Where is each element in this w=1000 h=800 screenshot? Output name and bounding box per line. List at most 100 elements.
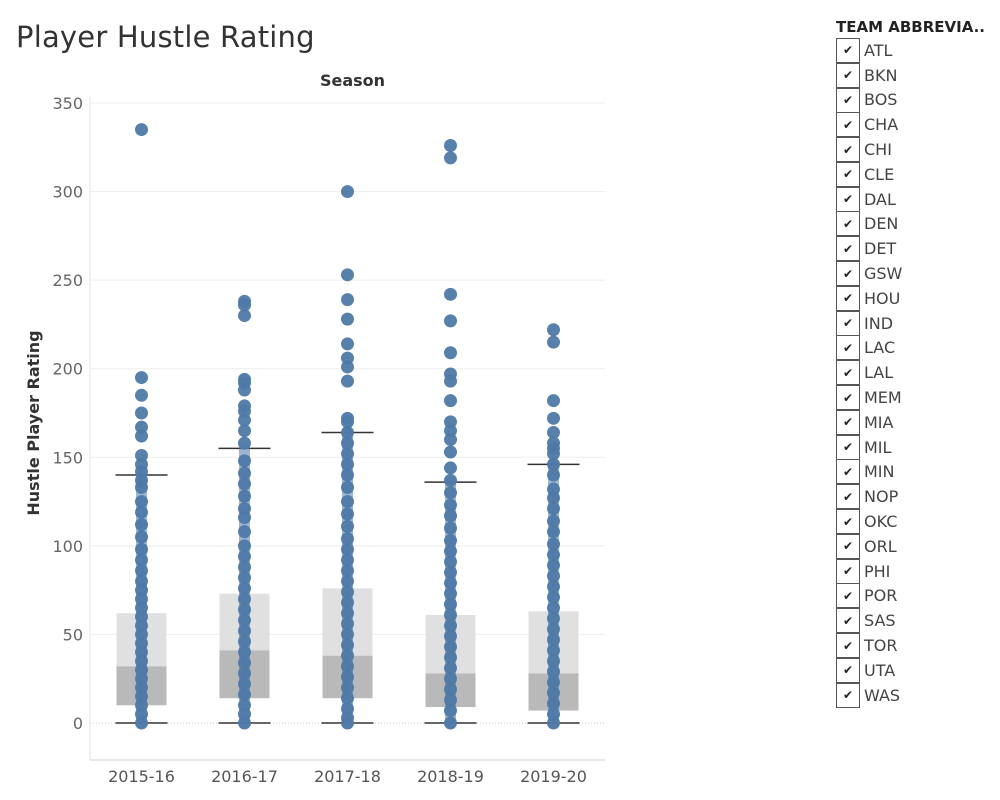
- data-point: [238, 613, 251, 627]
- legend-item-okc[interactable]: ✔ OKC: [836, 509, 1000, 535]
- data-point: [444, 672, 457, 686]
- legend-item-den[interactable]: ✔ DEN: [836, 211, 1000, 237]
- legend-item-min[interactable]: ✔ MIN: [836, 459, 1000, 485]
- data-point: [444, 619, 457, 633]
- checkbox-checked-icon[interactable]: ✔: [836, 633, 860, 659]
- data-point: [547, 643, 560, 657]
- legend-item-label: MIA: [864, 412, 894, 432]
- data-point: [341, 606, 354, 620]
- checkbox-checked-icon[interactable]: ✔: [836, 459, 860, 485]
- checkbox-checked-icon[interactable]: ✔: [836, 37, 860, 63]
- checkbox-checked-icon[interactable]: ✔: [836, 409, 860, 435]
- checkbox-checked-icon[interactable]: ✔: [836, 335, 860, 361]
- data-point: [547, 394, 560, 408]
- checkbox-checked-icon[interactable]: ✔: [836, 186, 860, 212]
- checkbox-checked-icon[interactable]: ✔: [836, 484, 860, 510]
- legend-item-label: WAS: [864, 685, 901, 705]
- checkbox-checked-icon[interactable]: ✔: [836, 211, 860, 237]
- legend-item-mia[interactable]: ✔ MIA: [836, 409, 1000, 435]
- data-point: [238, 635, 251, 649]
- legend-item-cle[interactable]: ✔ CLE: [836, 161, 1000, 187]
- legend-item-mem[interactable]: ✔ MEM: [836, 385, 1000, 411]
- legend-item-ind[interactable]: ✔ IND: [836, 310, 1000, 336]
- checkbox-checked-icon[interactable]: ✔: [836, 533, 860, 559]
- legend-item-label: GSW: [864, 264, 903, 284]
- checkbox-checked-icon[interactable]: ✔: [836, 385, 860, 411]
- legend-item-bos[interactable]: ✔ BOS: [836, 87, 1000, 113]
- data-point: [547, 611, 560, 625]
- data-point: [444, 521, 457, 535]
- team-legend: TEAM ABBREVIA.. ✔ ATL ✔ BKN ✔ BOS ✔ CHA ✔ CHI ✔ CLE…: [836, 16, 1000, 708]
- data-point: [135, 406, 148, 420]
- data-point: [341, 268, 354, 282]
- data-point: [135, 716, 148, 730]
- checkbox-checked-icon[interactable]: ✔: [836, 161, 860, 187]
- data-point: [341, 659, 354, 673]
- legend-item-hou[interactable]: ✔ HOU: [836, 285, 1000, 311]
- checkbox-checked-icon[interactable]: ✔: [836, 509, 860, 535]
- data-point: [444, 682, 457, 696]
- legend-item-det[interactable]: ✔ DET: [836, 236, 1000, 262]
- legend-item-label: HOU: [864, 288, 901, 308]
- legend-item-dal[interactable]: ✔ DAL: [836, 186, 1000, 212]
- data-point: [444, 445, 457, 459]
- legend-item-was[interactable]: ✔ WAS: [836, 682, 1000, 708]
- data-point: [135, 518, 148, 532]
- legend-item-orl[interactable]: ✔ ORL: [836, 533, 1000, 559]
- legend-item-label: LAC: [864, 338, 896, 358]
- legend-item-atl[interactable]: ✔ ATL: [836, 37, 1000, 63]
- data-point: [238, 383, 251, 397]
- data-point: [341, 360, 354, 374]
- data-point: [547, 580, 560, 594]
- legend-item-mil[interactable]: ✔ MIL: [836, 434, 1000, 460]
- checkbox-checked-icon[interactable]: ✔: [836, 583, 860, 609]
- checkbox-checked-icon[interactable]: ✔: [836, 434, 860, 460]
- data-point: [547, 525, 560, 539]
- legend-item-bkn[interactable]: ✔ BKN: [836, 62, 1000, 88]
- legend-item-por[interactable]: ✔ POR: [836, 583, 1000, 609]
- legend-item-cha[interactable]: ✔ CHA: [836, 112, 1000, 138]
- data-point: [341, 468, 354, 482]
- legend-item-lal[interactable]: ✔ LAL: [836, 360, 1000, 386]
- checkbox-checked-icon[interactable]: ✔: [836, 657, 860, 683]
- legend-item-sas[interactable]: ✔ SAS: [836, 608, 1000, 634]
- data-point: [444, 716, 457, 730]
- legend-item-chi[interactable]: ✔ CHI: [836, 137, 1000, 163]
- legend-item-phi[interactable]: ✔ PHI: [836, 558, 1000, 584]
- y-tick-label: 200: [52, 360, 83, 379]
- data-point: [341, 691, 354, 705]
- y-tick-label: 100: [52, 537, 83, 556]
- legend-item-label: DET: [864, 239, 897, 259]
- legend-item-nop[interactable]: ✔ NOP: [836, 484, 1000, 510]
- checkbox-checked-icon[interactable]: ✔: [836, 112, 860, 138]
- legend-item-label: MIL: [864, 437, 892, 457]
- legend-item-uta[interactable]: ✔ UTA: [836, 657, 1000, 683]
- checkbox-checked-icon[interactable]: ✔: [836, 360, 860, 386]
- data-point: [238, 624, 251, 638]
- checkbox-checked-icon[interactable]: ✔: [836, 558, 860, 584]
- data-point: [547, 457, 560, 471]
- checkbox-checked-icon[interactable]: ✔: [836, 236, 860, 262]
- data-point: [238, 571, 251, 585]
- boxplot-chart: Season Hustle Player Rating 0 50 100 150 200 25…: [24, 71, 605, 786]
- data-point: [444, 461, 457, 475]
- checkbox-checked-icon[interactable]: ✔: [836, 310, 860, 336]
- checkbox-checked-icon[interactable]: ✔: [836, 137, 860, 163]
- checkbox-checked-icon[interactable]: ✔: [836, 285, 860, 311]
- data-point: [341, 542, 354, 556]
- checkbox-checked-icon[interactable]: ✔: [836, 261, 860, 287]
- legend-item-gsw[interactable]: ✔ GSW: [836, 261, 1000, 287]
- data-point: [238, 413, 251, 427]
- data-point: [444, 544, 457, 558]
- legend-item-tor[interactable]: ✔ TOR: [836, 633, 1000, 659]
- legend-item-label: BOS: [864, 90, 898, 110]
- data-point: [444, 486, 457, 500]
- checkbox-checked-icon[interactable]: ✔: [836, 62, 860, 88]
- checkbox-checked-icon[interactable]: ✔: [836, 682, 860, 708]
- y-tick-label: 0: [73, 714, 83, 733]
- checkbox-checked-icon[interactable]: ✔: [836, 87, 860, 113]
- checkbox-checked-icon[interactable]: ✔: [836, 608, 860, 634]
- data-point: [135, 480, 148, 494]
- legend-item-lac[interactable]: ✔ LAC: [836, 335, 1000, 361]
- data-point: [238, 489, 251, 503]
